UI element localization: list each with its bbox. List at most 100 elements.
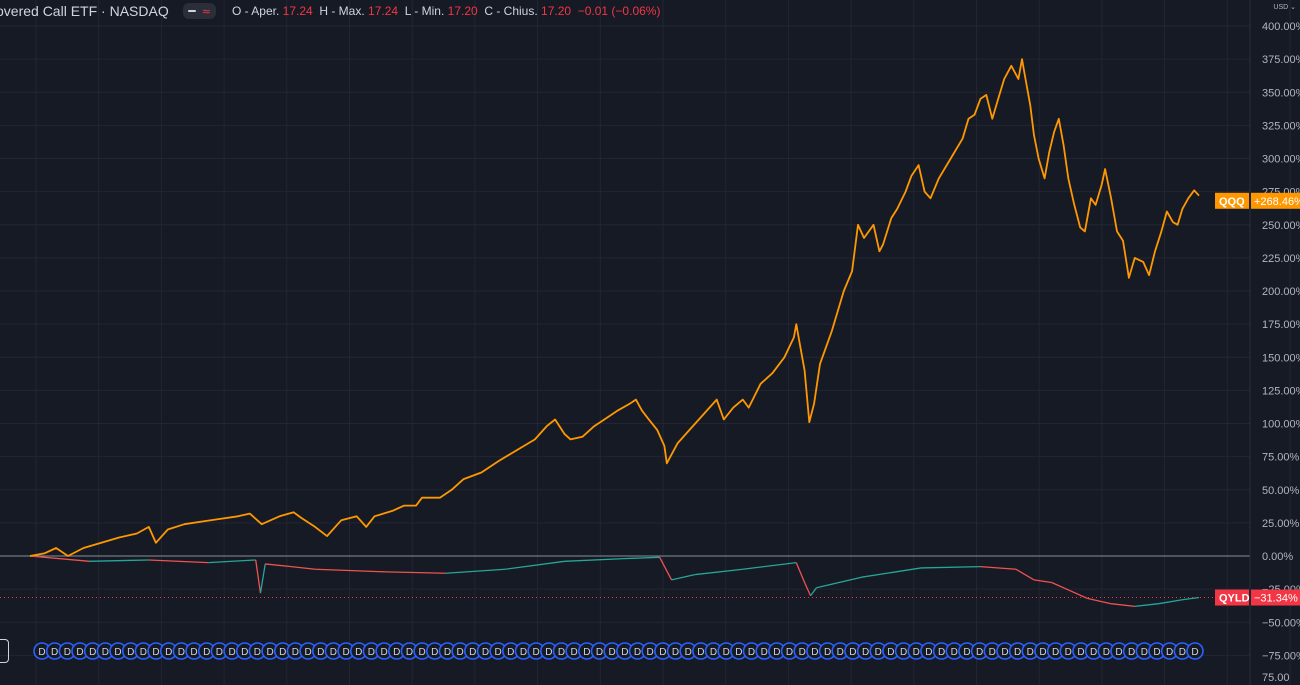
open-value: 17.24 bbox=[282, 4, 313, 18]
y-tick-label: 100.00% bbox=[1262, 419, 1300, 431]
dividend-marker-letter: D bbox=[735, 647, 742, 658]
compare-toggle[interactable]: ≈ bbox=[182, 3, 216, 19]
qyld-segment bbox=[265, 563, 292, 568]
dividend-marker-letter: D bbox=[811, 647, 818, 658]
dividend-marker-letter: D bbox=[102, 647, 109, 658]
dividend-marker-letter: D bbox=[571, 647, 578, 658]
dividend-marker-letter: D bbox=[317, 647, 324, 658]
currency-selector[interactable]: USD ⌄ bbox=[1273, 0, 1296, 12]
dividend-marker-letter: D bbox=[495, 647, 502, 658]
dividend-marker-letter: D bbox=[216, 647, 223, 658]
series-value-label: −31.34% bbox=[1254, 593, 1298, 605]
dividend-marker-letter: D bbox=[583, 647, 590, 658]
close-label: C - Chius. bbox=[484, 4, 538, 18]
dividend-marker-letter: D bbox=[951, 647, 958, 658]
dividend-marker-letter: D bbox=[710, 647, 717, 658]
qyld-segment bbox=[1158, 599, 1183, 605]
high-value: 17.24 bbox=[368, 4, 399, 18]
y-tick-label: 0.00% bbox=[1262, 551, 1293, 563]
y-tick-label: 325.00% bbox=[1262, 120, 1300, 132]
dividend-marker-letter: D bbox=[469, 647, 476, 658]
dividend-marker-letter: D bbox=[64, 647, 71, 658]
symbol-header: overed Call ETF · NASDAQ ≈ O - Aper. 17.… bbox=[0, 0, 660, 22]
dividend-marker-letter: D bbox=[1077, 647, 1084, 658]
qyld-segment bbox=[671, 573, 696, 581]
qyld-segment bbox=[816, 576, 862, 589]
dividend-marker-letter: D bbox=[1027, 647, 1034, 658]
dividend-marker-letter: D bbox=[266, 647, 273, 658]
dividend-marker-letter: D bbox=[685, 647, 692, 658]
dividend-marker-letter: D bbox=[254, 647, 261, 658]
dividend-marker-letter: D bbox=[380, 647, 387, 658]
dividend-marker-letter: D bbox=[38, 647, 45, 658]
dividend-marker-letter: D bbox=[976, 647, 983, 658]
dividend-marker-letter: D bbox=[837, 647, 844, 658]
dividend-marker-letter: D bbox=[203, 647, 210, 658]
y-tick-label: 25.00% bbox=[1262, 518, 1300, 530]
qyld-segment bbox=[259, 563, 266, 594]
low-value: 17.20 bbox=[447, 4, 478, 18]
qqq-line bbox=[29, 58, 1200, 557]
qyld-segment bbox=[255, 559, 262, 594]
y-tick-label: −50.00% bbox=[1262, 617, 1300, 629]
qyld-segment bbox=[695, 568, 743, 576]
series-name-label: QYLD bbox=[1219, 593, 1250, 605]
y-tick-label: 300.00% bbox=[1262, 154, 1300, 166]
y-tick-label: 75.00% bbox=[1262, 452, 1300, 464]
dividend-marker-letter: D bbox=[228, 647, 235, 658]
dividend-marker-letter: D bbox=[292, 647, 299, 658]
y-tick-label: 125.00% bbox=[1262, 385, 1300, 397]
qyld-segment bbox=[980, 565, 1017, 570]
dividend-marker-letter: D bbox=[647, 647, 654, 658]
dividend-marker-letter: D bbox=[1153, 647, 1160, 658]
dividend-marker-letter: D bbox=[1115, 647, 1122, 658]
dividend-marker-letter: D bbox=[304, 647, 311, 658]
dividend-marker-letter: D bbox=[190, 647, 197, 658]
y-tick-label: 175.00% bbox=[1262, 319, 1300, 331]
series-value-tag bbox=[1251, 589, 1300, 606]
dividend-marker-letter: D bbox=[444, 647, 451, 658]
dividend-marker-letter: D bbox=[558, 647, 565, 658]
currency-label: USD bbox=[1273, 4, 1289, 11]
dividend-marker-letter: D bbox=[279, 647, 286, 658]
dividend-marker-letter: D bbox=[621, 647, 628, 658]
qyld-segment bbox=[920, 565, 981, 569]
chart-handle-icon[interactable] bbox=[0, 639, 9, 663]
dividend-marker-letter: D bbox=[887, 647, 894, 658]
qyld-segment bbox=[1134, 603, 1159, 607]
qyld-segment bbox=[1015, 568, 1035, 581]
dividend-marker-letter: D bbox=[1191, 647, 1198, 658]
series-name-tag bbox=[1215, 589, 1249, 606]
dividend-marker-letter: D bbox=[989, 647, 996, 658]
approx-icon: ≈ bbox=[201, 4, 211, 18]
qyld-segment bbox=[208, 559, 256, 564]
qyld-segment bbox=[564, 558, 625, 562]
qyld-segment bbox=[742, 561, 797, 570]
symbol-title[interactable]: overed Call ETF · NASDAQ bbox=[0, 3, 169, 19]
dividend-marker-letter: D bbox=[114, 647, 121, 658]
y-tick-label: 375.00% bbox=[1262, 54, 1300, 66]
chevron-down-icon: ⌄ bbox=[1288, 4, 1296, 11]
y-tick-label: 225.00% bbox=[1262, 253, 1300, 265]
dividend-marker-letter: D bbox=[963, 647, 970, 658]
ohlc-values: O - Aper. 17.24 H - Max. 17.24 L - Min. … bbox=[232, 4, 661, 18]
dividend-marker-letter: D bbox=[875, 647, 882, 658]
qyld-segment bbox=[803, 582, 812, 597]
dividend-marker-letter: D bbox=[913, 647, 920, 658]
dividend-marker-letter: D bbox=[178, 647, 185, 658]
dividend-marker-letter: D bbox=[634, 647, 641, 658]
dividend-marker-letter: D bbox=[520, 647, 527, 658]
qyld-segment bbox=[861, 567, 922, 578]
dividend-marker-letter: D bbox=[900, 647, 907, 658]
qyld-segment bbox=[386, 571, 446, 574]
qyld-segment bbox=[291, 565, 316, 570]
dividend-marker-letter: D bbox=[1141, 647, 1148, 658]
qyld-segment bbox=[1051, 581, 1070, 592]
dividend-marker-letter: D bbox=[786, 647, 793, 658]
qyld-segment bbox=[505, 560, 565, 570]
y-tick-label: 350.00% bbox=[1262, 87, 1300, 99]
dividend-marker-letter: D bbox=[431, 647, 438, 658]
dividend-marker-letter: D bbox=[1166, 647, 1173, 658]
low-label: L - Min. bbox=[404, 4, 445, 18]
